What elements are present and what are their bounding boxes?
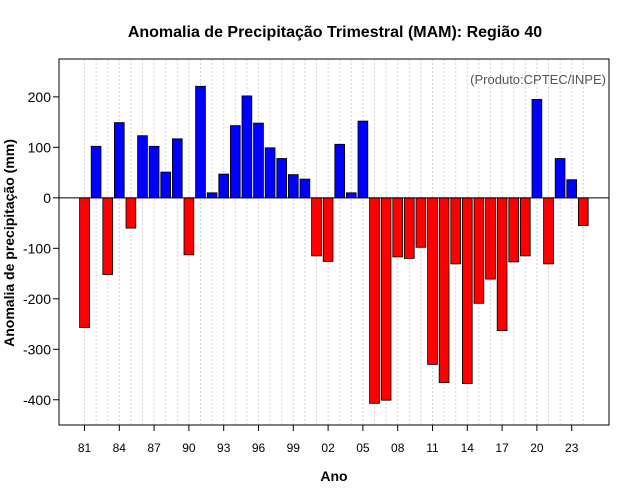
bar-1989 <box>171 138 183 199</box>
y-axis-label: Anomalia de precipitação (mm) <box>1 139 17 347</box>
bar-2000 <box>299 178 311 199</box>
bar-1998 <box>276 158 287 199</box>
x-tick-label: 99 <box>287 441 301 455</box>
bar-1996 <box>253 122 264 199</box>
bar-2009 <box>403 197 415 259</box>
bar-1983 <box>102 197 114 275</box>
bar-2014 <box>461 197 473 385</box>
bar-1997 <box>264 147 276 199</box>
y-tick-label: -200 <box>23 291 51 307</box>
y-tick-label: 100 <box>28 139 52 155</box>
bar-1999 <box>287 174 299 199</box>
bar-2018 <box>508 197 519 263</box>
bar-2013 <box>450 197 461 265</box>
bar-1995 <box>241 95 253 199</box>
bar-2023 <box>566 179 577 199</box>
grid-layer <box>84 59 584 425</box>
x-tick-label: 90 <box>182 441 196 455</box>
bar-1988 <box>160 171 172 199</box>
bar-2011 <box>427 197 438 365</box>
x-tick-label: 84 <box>113 441 127 455</box>
x-tick-label: 08 <box>391 441 405 455</box>
bar-layer <box>79 85 589 404</box>
bar-2003 <box>334 143 345 199</box>
x-tick-label: 17 <box>495 441 509 455</box>
bar-1986 <box>137 135 148 199</box>
bar-2002 <box>322 197 334 262</box>
x-tick-label: 20 <box>530 441 544 455</box>
x-axis-label: Ano <box>320 468 347 484</box>
y-tick-label: -400 <box>23 392 51 408</box>
bar-1994 <box>229 125 241 199</box>
bar-2016 <box>485 197 496 280</box>
bar-2007 <box>380 197 392 401</box>
chart-title: Anomalia de Precipitação Trimestral (MAM… <box>128 24 542 41</box>
y-tick-label: 200 <box>28 89 52 105</box>
x-tick-label: 05 <box>356 441 370 455</box>
x-tick-label: 11 <box>426 441 439 455</box>
x-tick-label: 23 <box>565 441 579 455</box>
bar-1985 <box>125 197 137 229</box>
x-tick-label: 87 <box>147 441 161 455</box>
bar-2024 <box>578 197 589 227</box>
bar-2017 <box>496 197 508 332</box>
y-axis: -400 -300 -200 -100 0 100 200 <box>23 89 59 408</box>
y-tick-label: -300 <box>23 341 51 357</box>
bar-1987 <box>148 145 160 199</box>
bar-2001 <box>311 197 322 257</box>
plot-frame <box>58 58 610 426</box>
bar-2008 <box>392 197 403 258</box>
bar-1981 <box>79 197 90 328</box>
bar-1992 <box>206 192 218 199</box>
bar-1993 <box>218 173 230 199</box>
y-tick-label: 0 <box>43 190 51 206</box>
bar-1990 <box>183 197 195 256</box>
bar-1984 <box>114 122 125 199</box>
bar-2006 <box>369 197 380 404</box>
bar-2015 <box>473 197 485 304</box>
x-tick-label: 14 <box>461 441 475 455</box>
y-tick-label: -100 <box>23 240 51 256</box>
bar-2020 <box>531 99 543 199</box>
bar-2010 <box>415 197 427 248</box>
x-tick-label: 02 <box>321 441 335 455</box>
x-tick-label: 96 <box>252 441 266 455</box>
bar-2005 <box>357 120 369 199</box>
x-tick-label: 93 <box>217 441 231 455</box>
bar-1982 <box>90 145 102 199</box>
credit-annotation: (Produto:CPTEC/INPE) <box>470 72 606 87</box>
bar-2004 <box>345 192 357 199</box>
bar-1991 <box>195 85 206 199</box>
x-tick-label: 81 <box>78 441 92 455</box>
x-axis: 81 84 87 90 93 96 99 02 05 08 11 14 17 20 23 <box>78 425 579 455</box>
bar-2019 <box>520 197 531 257</box>
bar-2022 <box>554 158 566 199</box>
bar-2012 <box>438 197 450 384</box>
bar-2021 <box>543 197 554 265</box>
